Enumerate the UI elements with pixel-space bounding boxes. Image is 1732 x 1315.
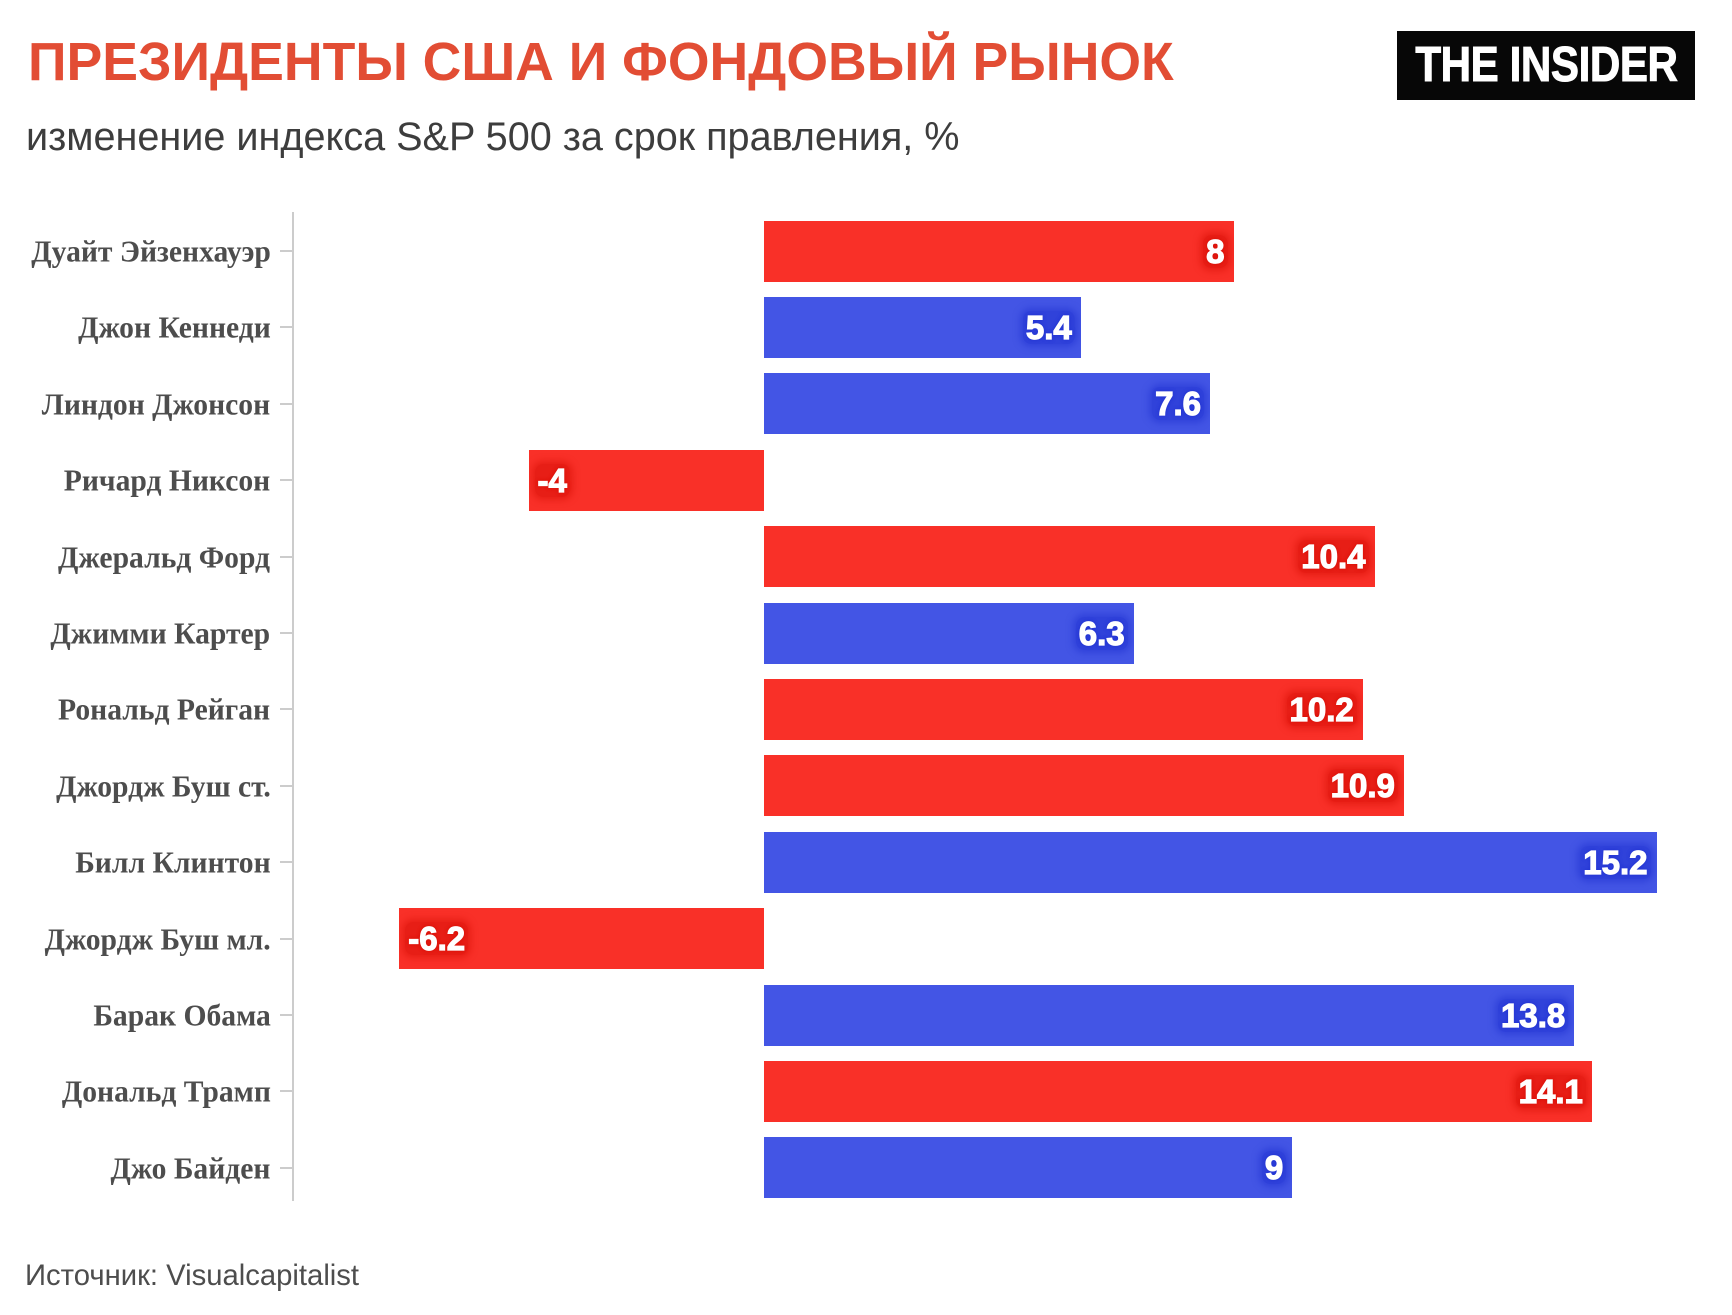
category-label: Рональд Рейган: [58, 691, 271, 727]
value-label: 5.4: [1022, 310, 1075, 344]
value-label: -4: [534, 463, 570, 497]
axis-tick: [279, 937, 294, 940]
value-label: 10.9: [1327, 769, 1398, 803]
value-label: 15.2: [1580, 845, 1651, 879]
bar-12: 14.1: [763, 1060, 1592, 1122]
category-label: Джо Байден: [110, 1150, 271, 1186]
value-label: 8: [1203, 234, 1228, 268]
value-label: -6.2: [405, 921, 469, 956]
category-label: Ричард Никсон: [63, 462, 271, 498]
bar-7: 10.2: [763, 678, 1363, 740]
category-label: Билл Клинтон: [75, 844, 271, 880]
value-label: 9: [1261, 1151, 1287, 1185]
axis-tick: [279, 326, 294, 329]
bar-1: 8: [763, 220, 1234, 282]
category-label: Дональд Трамп: [61, 1073, 271, 1109]
bar-5: 10.4: [763, 526, 1375, 588]
category-label: Джеральд Форд: [58, 539, 271, 575]
bar-4: -4: [528, 449, 764, 511]
chart-title: ПРЕЗИДЕНТЫ США И ФОНДОВЫЙ РЫНОК: [28, 32, 1174, 92]
axis-tick: [279, 402, 294, 405]
the-insider-logo: THE INSIDER: [1397, 31, 1695, 100]
axis-tick: [279, 479, 294, 482]
value-label: 13.8: [1498, 998, 1569, 1032]
source-caption: Источник: Visualcapitalist: [25, 1259, 360, 1292]
y-axis-line: [291, 212, 294, 1201]
value-label: 6.3: [1075, 616, 1128, 650]
axis-tick: [279, 1090, 294, 1093]
bar-3: 7.6: [763, 373, 1210, 435]
axis-tick: [279, 555, 294, 558]
category-label: Джордж Буш ст.: [55, 768, 271, 804]
axis-tick: [279, 1166, 294, 1169]
axis-tick: [279, 708, 294, 711]
chart-subtitle: изменение индекса S&P 500 за срок правле…: [26, 115, 960, 159]
category-label: Дуайт Эйзенхауэр: [30, 233, 271, 269]
bar-13: 9: [763, 1137, 1293, 1199]
axis-tick: [279, 861, 294, 864]
category-label: Линдон Джонсон: [42, 386, 271, 422]
logo-text: THE INSIDER: [1414, 38, 1678, 92]
bar-2: 5.4: [763, 296, 1081, 358]
category-label: Барак Обама: [92, 997, 271, 1033]
bar-6: 6.3: [763, 602, 1134, 664]
value-label: 10.4: [1298, 539, 1369, 574]
bar-10: -6.2: [399, 908, 764, 970]
category-label: Джордж Буш мл.: [44, 921, 271, 957]
axis-tick: [279, 250, 294, 252]
axis-tick: [279, 632, 294, 634]
value-label: 14.1: [1515, 1074, 1586, 1108]
axis-tick: [279, 784, 294, 787]
bar-9: 15.2: [763, 831, 1657, 893]
axis-tick: [279, 1014, 294, 1016]
category-label: Джон Кеннеди: [77, 309, 271, 345]
bar-11: 13.8: [763, 984, 1575, 1046]
bar-8: 10.9: [763, 755, 1404, 817]
value-label: 7.6: [1152, 387, 1204, 421]
category-label: Джимми Картер: [50, 615, 271, 651]
value-label: 10.2: [1286, 692, 1357, 726]
